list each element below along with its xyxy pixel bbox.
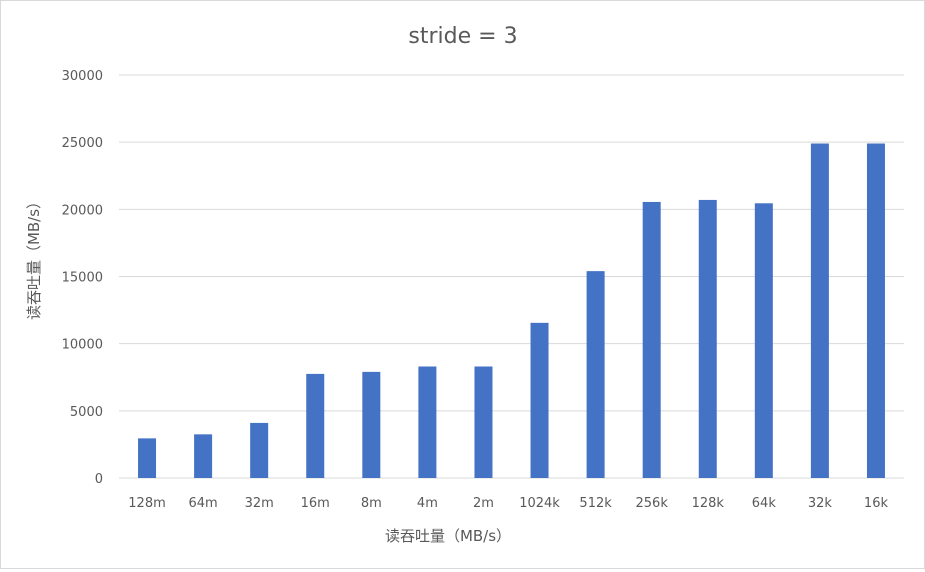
- x-axis-label: 读吞吐量（MB/s）: [385, 527, 511, 545]
- x-tick-label: 32m: [245, 496, 274, 511]
- y-tick-label: 0: [95, 472, 103, 487]
- x-tick-label: 2m: [473, 496, 494, 511]
- x-tick-label: 8m: [361, 496, 382, 511]
- y-tick-label: 30000: [62, 69, 103, 84]
- bar-4m: [418, 366, 437, 478]
- gridlines: [119, 74, 904, 479]
- bar-32k: [810, 143, 829, 478]
- bars: [138, 143, 885, 478]
- x-tick-label: 4m: [417, 496, 438, 511]
- x-tick-label: 32k: [808, 496, 833, 511]
- x-tick-label: 64k: [752, 496, 777, 511]
- bar-64k: [754, 203, 773, 478]
- bar-32m: [250, 422, 269, 478]
- bar-16k: [866, 143, 885, 478]
- bar-128m: [138, 438, 157, 478]
- x-tick-label: 16m: [301, 496, 330, 511]
- y-axis-ticks: 0 5000 10000 15000 20000 25000 30000: [62, 69, 103, 487]
- bar-64m: [194, 434, 213, 478]
- bar-512k: [586, 271, 605, 478]
- x-tick-label: 16k: [864, 496, 889, 511]
- x-tick-label: 256k: [636, 496, 669, 511]
- y-tick-label: 20000: [62, 203, 103, 218]
- bar-128k: [698, 199, 717, 478]
- y-tick-label: 25000: [62, 136, 103, 151]
- y-axis-label: 读吞吐量（MB/s）: [25, 194, 43, 320]
- x-tick-label: 128m: [128, 496, 165, 511]
- x-tick-label: 64m: [188, 496, 217, 511]
- chart-title: stride = 3: [408, 24, 517, 49]
- x-tick-label: 128k: [692, 496, 725, 511]
- bar-16m: [306, 373, 325, 478]
- bar-1024k: [530, 322, 549, 478]
- x-axis-ticks: 128m 64m 32m 16m 8m 4m 2m 1024k 512k 256k 128k 64k 3…: [128, 496, 888, 511]
- y-tick-label: 10000: [62, 338, 103, 353]
- bar-2m: [474, 366, 493, 478]
- y-tick-label: 5000: [70, 405, 103, 420]
- bar-256k: [642, 201, 661, 478]
- x-tick-label: 1024k: [519, 496, 560, 511]
- bar-8m: [362, 371, 381, 478]
- x-tick-label: 512k: [579, 496, 612, 511]
- y-tick-label: 15000: [62, 271, 103, 286]
